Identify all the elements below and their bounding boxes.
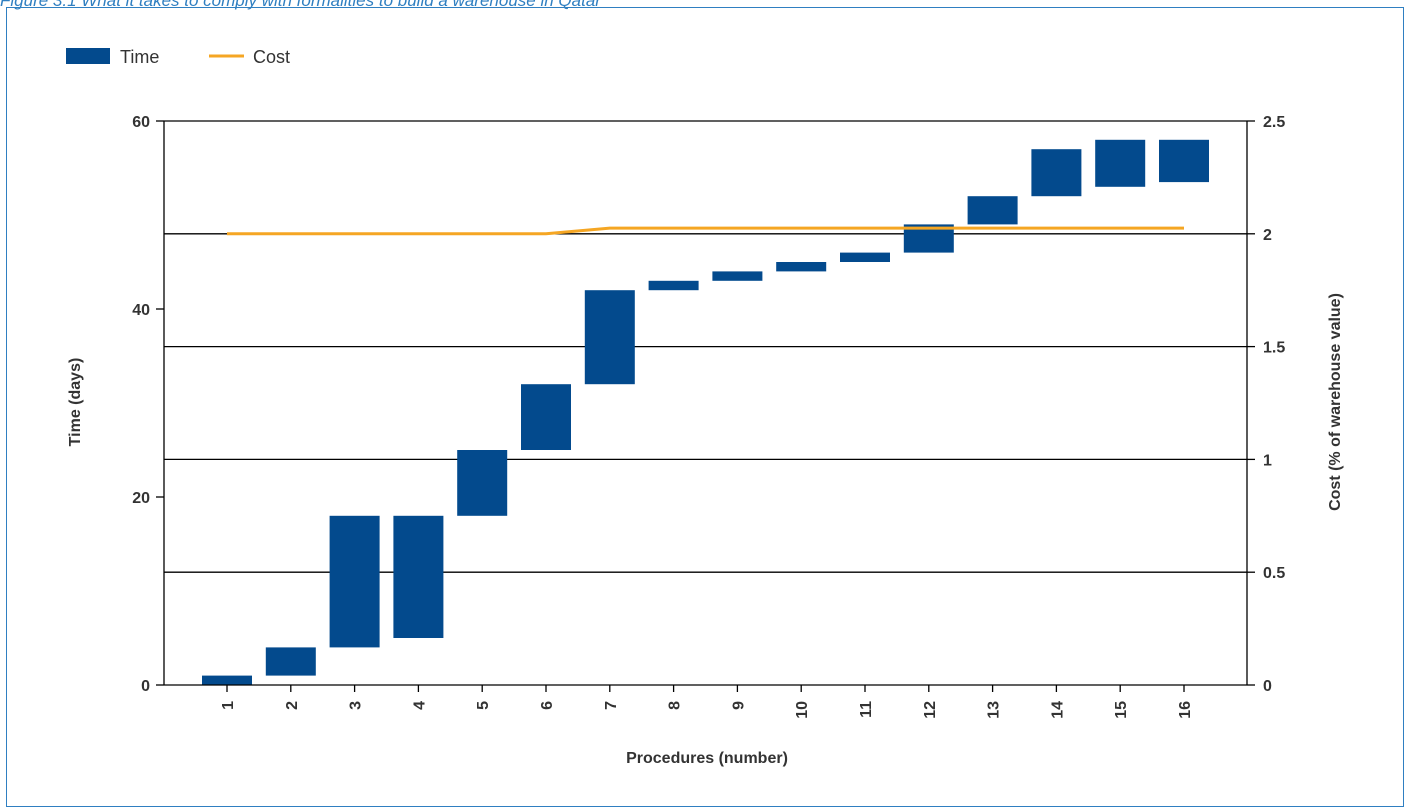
x-tick-label: 6 [539, 701, 556, 710]
y2-tick-label: 0 [1263, 678, 1272, 695]
time-bar [776, 262, 827, 272]
time-bar [521, 384, 571, 450]
legend-cost-label: Cost [253, 47, 290, 67]
y2-tick-label: 1.5 [1263, 340, 1285, 357]
x-tick-label: 13 [986, 701, 1003, 719]
x-tick-label: 4 [411, 701, 428, 710]
x-tick-label: 2 [284, 701, 301, 710]
time-bar [967, 196, 1018, 225]
y-tick-label: 0 [141, 678, 150, 695]
figure-title: Figure 3.1 What it takes to comply with … [0, 0, 601, 10]
x-tick-label: 15 [1113, 701, 1130, 719]
gridlines [164, 120, 1247, 573]
time-bar [265, 647, 316, 676]
cost-line-path [227, 226, 1184, 236]
x-axis-title: Procedures (number) [626, 750, 788, 767]
y2-tick-label: 2.5 [1263, 114, 1285, 131]
time-bar [1031, 149, 1082, 197]
y-tick-label: 20 [132, 490, 150, 507]
time-bars [202, 139, 1209, 685]
time-bar [712, 271, 763, 281]
y-tick-label: 60 [132, 114, 150, 131]
x-tick-label: 10 [794, 701, 811, 719]
time-bar [1095, 139, 1146, 187]
cost-line [227, 226, 1184, 236]
x-tick-label: 8 [667, 701, 684, 710]
time-bar [584, 290, 635, 385]
legend-time-swatch [66, 48, 110, 64]
x-tick-label: 1 [220, 701, 237, 710]
x-tick-label: 9 [730, 701, 747, 710]
time-bar [648, 280, 699, 291]
x-tick-label: 3 [348, 701, 365, 710]
y2-tick-label: 2 [1263, 227, 1272, 244]
y-axis-title: Time (days) [67, 358, 84, 447]
time-bar [393, 515, 444, 638]
time-bar [1159, 139, 1209, 183]
x-tick-label: 7 [603, 701, 620, 710]
time-bar [202, 675, 252, 685]
y2-axis-title: Cost (% of warehouse value) [1327, 293, 1344, 511]
time-bar [329, 515, 380, 648]
y2-tick-label: 0.5 [1263, 565, 1285, 582]
time-bar [840, 252, 890, 262]
x-tick-label: 14 [1049, 701, 1066, 719]
legend-time-label: Time [120, 47, 159, 67]
y-tick-label: 40 [132, 302, 150, 319]
time-bar [457, 450, 508, 516]
x-tick-label: 16 [1177, 701, 1194, 719]
y2-tick-label: 1 [1263, 452, 1272, 469]
x-tick-label: 11 [858, 701, 875, 718]
legend: Time Cost [66, 47, 290, 67]
x-tick-label: 12 [922, 701, 939, 719]
x-tick-label: 5 [475, 701, 492, 710]
